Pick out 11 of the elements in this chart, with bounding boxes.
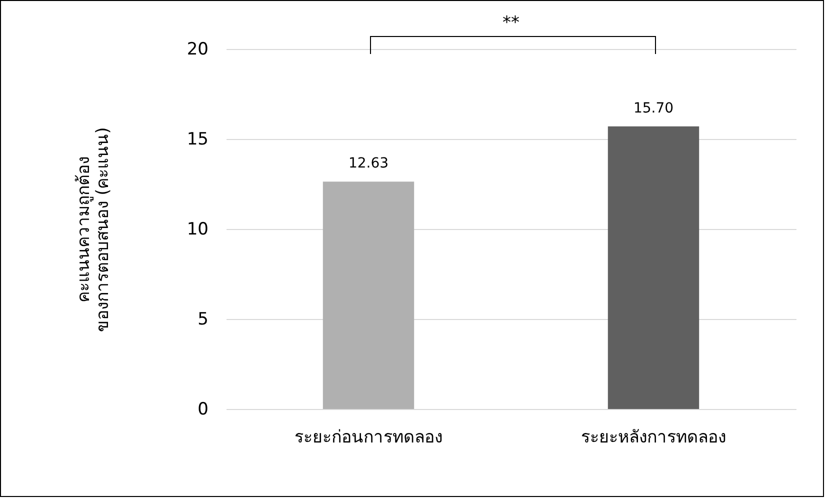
x-tick-label: ระยะหลังการทดลอง [581, 428, 726, 448]
y-tick-label: 5 [198, 310, 208, 330]
y-tick-label: 15 [186, 130, 208, 150]
y-tick-label: 20 [186, 40, 208, 60]
data-label: 15.70 [633, 100, 674, 116]
y-axis-title: คะแนนความถูกต้อง ของการตอบสนอง (คะแนน) [74, 127, 113, 332]
y-tick-label: 0 [198, 400, 208, 420]
text: ** [502, 13, 520, 33]
data-label: 12.63 [348, 156, 389, 172]
y-tick-label: 10 [186, 220, 208, 240]
x-tick-label: ระยะก่อนการทดลอง [294, 428, 442, 448]
